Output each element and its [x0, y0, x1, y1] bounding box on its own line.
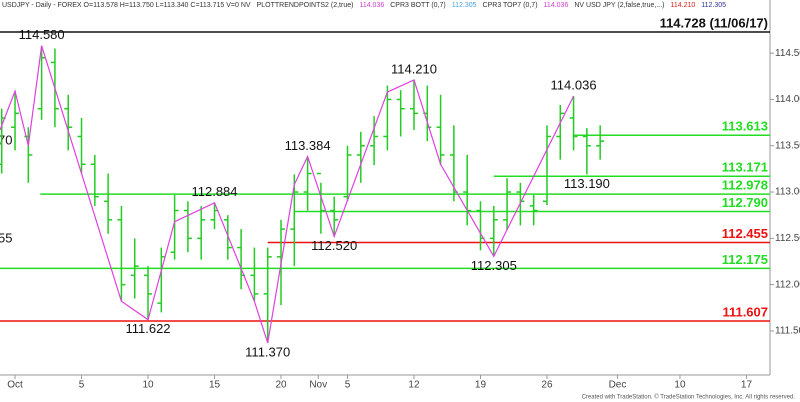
- level-label: 112.175: [722, 252, 768, 267]
- zigzag-line: [0, 45, 575, 344]
- price-annotation: 111.370: [245, 344, 290, 359]
- y-tick-label: 113.500: [775, 140, 800, 151]
- level-label: 113.613: [722, 119, 768, 134]
- header-item: CPR3 BOTT (0,7): [390, 2, 446, 9]
- y-tick-label: 111.500: [775, 326, 800, 337]
- edge-label: 70: [0, 132, 12, 147]
- level-label: 112.978: [722, 178, 768, 193]
- y-tick-label: 113.000: [775, 187, 800, 198]
- y-tick-label: 112.500: [775, 233, 800, 244]
- header-item: 114.036: [359, 2, 385, 9]
- price-annotation: 114.210: [391, 61, 437, 76]
- header: USDJPY - Daily - FOREX O=113.578 H=113.7…: [2, 0, 772, 12]
- header-item: CPR3 TOP7 (0,7): [482, 2, 538, 9]
- x-tick-label: 10: [142, 380, 154, 391]
- price-annotation: 112.305: [471, 258, 517, 273]
- header-item: USDJPY - Daily - FOREX O=113.578 H=113.7…: [2, 2, 251, 9]
- level-label: 114.728 (11/06/17): [660, 15, 768, 30]
- y-tick-label: 114.500: [775, 48, 800, 59]
- price-annotation: 112.520: [311, 238, 357, 253]
- price-annotation: 113.190: [564, 176, 610, 191]
- x-tick-label: Nov: [309, 380, 327, 391]
- level-label: 111.607: [722, 304, 768, 319]
- price-annotation: 112.884: [191, 184, 237, 199]
- x-tick-label: 5: [345, 380, 351, 391]
- header-item: 112.305: [451, 2, 477, 9]
- level-label: 112.790: [722, 195, 768, 210]
- edge-label: 55: [0, 230, 12, 245]
- x-tick-label: 17: [741, 380, 753, 391]
- x-tick-label: 5: [79, 380, 85, 391]
- y-tick-label: 112.000: [775, 279, 800, 290]
- price-annotation: 111.622: [125, 321, 170, 336]
- x-tick-label: 12: [408, 380, 420, 391]
- x-tick-label: Dec: [609, 380, 627, 391]
- level-label: 112.455: [722, 226, 768, 241]
- header-item: 112.305: [701, 2, 727, 9]
- header-item: NV USD JPY (2,false,true,...): [574, 2, 665, 9]
- x-tick-label: Oct: [7, 380, 23, 391]
- x-tick-label: 10: [674, 380, 686, 391]
- x-tick-label: 19: [475, 380, 487, 391]
- header-item: 114.036: [543, 2, 569, 9]
- x-tick-label: 15: [209, 380, 221, 391]
- price-annotation: 114.036: [551, 78, 597, 93]
- header-item: 114.210: [670, 2, 696, 9]
- price-annotation: 113.384: [285, 138, 331, 153]
- y-tick-label: 114.000: [775, 94, 800, 105]
- x-tick-label: 20: [275, 380, 287, 391]
- footer: Created with TradeStation. © TradeStatio…: [582, 394, 796, 401]
- header-item: PLOTTRENDPOINTS2 (2,true): [256, 2, 354, 9]
- x-tick-label: 26: [541, 380, 553, 391]
- price-annotation: 114.580: [19, 27, 65, 42]
- level-label: 113.171: [722, 160, 768, 175]
